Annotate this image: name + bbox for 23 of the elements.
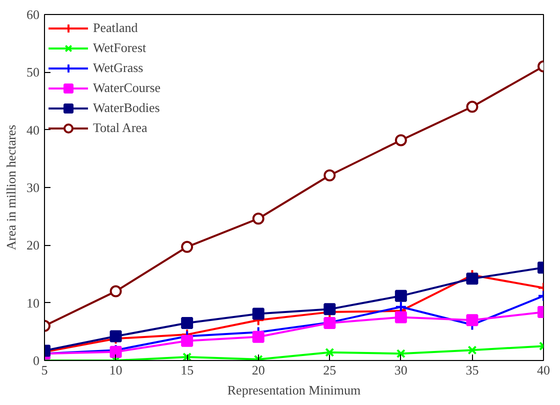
x-tick-label: 10 [109, 362, 122, 378]
x-axis-title: Representation Minimum [227, 382, 361, 398]
legend-label: Total Area [93, 120, 148, 136]
x-tick-label: 40 [537, 362, 550, 378]
x-tick-label: 15 [180, 362, 194, 378]
x-tick-label: 35 [466, 362, 479, 378]
y-tick-label: 0 [33, 353, 40, 368]
legend-label: WaterCourse [93, 80, 161, 96]
x-tick-label: 20 [252, 362, 265, 378]
y-tick-label: 10 [26, 295, 40, 310]
x-tick-label: 30 [394, 362, 408, 378]
y-tick-label: 50 [26, 64, 40, 80]
y-axis-title: Area in million hectares [4, 124, 18, 250]
legend-label: Peatland [93, 20, 138, 36]
x-tick-label: 25 [323, 362, 336, 378]
x-tick-label: 5 [41, 362, 48, 378]
y-tick-label: 40 [26, 122, 40, 138]
legend-label: WetGrass [93, 60, 144, 76]
y-tick-label: 60 [26, 7, 40, 22]
y-tick-label: 30 [26, 180, 40, 195]
legend-label: WaterBodies [93, 100, 160, 116]
y-tick-label: 20 [26, 238, 40, 253]
legend-label: WetForest [93, 40, 146, 56]
